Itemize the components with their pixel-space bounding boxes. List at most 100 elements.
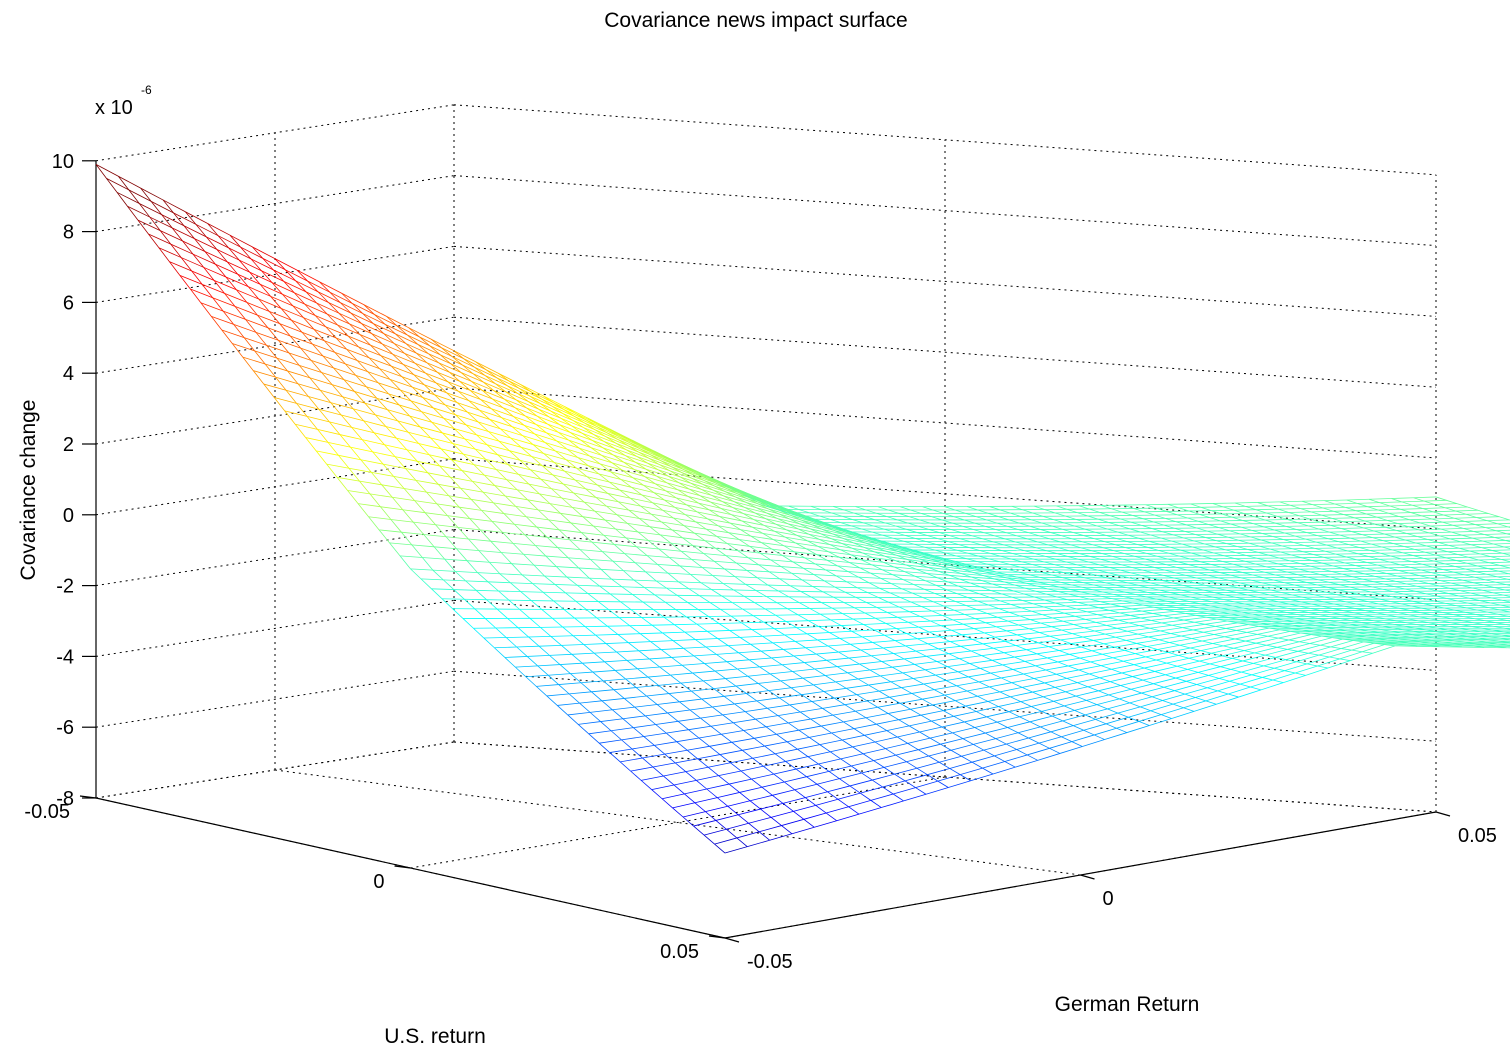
mesh-segment (502, 407, 526, 417)
mesh-segment (825, 812, 837, 822)
mesh-segment (474, 608, 486, 619)
mesh-segment (1475, 523, 1498, 525)
mesh-segment (569, 539, 581, 550)
mesh-segment (917, 563, 929, 568)
mesh-segment (952, 732, 964, 739)
mesh-segment (954, 609, 977, 611)
mesh-segment (776, 508, 788, 513)
mesh-segment (399, 555, 411, 570)
mesh-segment (1368, 498, 1392, 500)
mesh-segment (591, 541, 615, 545)
mesh-segment (588, 465, 599, 475)
mesh-segment (396, 325, 420, 338)
mesh-segment (1058, 547, 1070, 552)
mesh-segment (654, 594, 666, 603)
mesh-segment (638, 649, 662, 652)
mesh-segment (708, 616, 720, 624)
mesh-segment (790, 514, 814, 523)
mesh-segment (757, 577, 780, 580)
mesh-segment (284, 269, 308, 282)
mesh-segment (678, 482, 702, 490)
mesh-segment (346, 349, 358, 361)
mesh-segment (1074, 525, 1086, 530)
mesh-segment (1191, 638, 1203, 642)
mesh-segment (951, 628, 974, 631)
mesh-segment (892, 574, 904, 580)
mesh-segment (1120, 606, 1132, 610)
mesh-segment (600, 568, 624, 572)
mesh-segment (664, 499, 676, 508)
mesh-segment (680, 682, 692, 692)
mesh-segment (950, 749, 962, 757)
mesh-segment (1156, 555, 1168, 560)
mesh-segment (1071, 538, 1083, 543)
mesh-segment (625, 455, 648, 464)
mesh-segment (521, 446, 544, 454)
mesh-segment (1391, 497, 1414, 499)
mesh-segment (711, 589, 723, 597)
mesh-segment (1013, 590, 1025, 595)
mesh-segment (1101, 553, 1113, 557)
mesh-segment (204, 251, 228, 263)
mesh-segment (346, 348, 370, 359)
mesh-segment (663, 616, 675, 625)
mesh-segment (1181, 635, 1192, 639)
mesh-segment (525, 415, 537, 425)
mesh-segment (338, 312, 362, 324)
mesh-segment (623, 461, 647, 470)
mesh-segment (882, 647, 894, 654)
mesh-segment (816, 554, 828, 561)
mesh-segment (179, 274, 203, 285)
mesh-segment (877, 543, 900, 550)
mesh-segment (462, 364, 485, 376)
mesh-segment (423, 534, 435, 548)
mesh-segment (973, 744, 985, 751)
mesh-segment (465, 580, 489, 583)
mesh-segment (1089, 673, 1100, 679)
mesh-segment (837, 565, 849, 572)
mesh-segment (997, 615, 1020, 618)
mesh-segment (1024, 550, 1036, 554)
mesh-segment (894, 773, 906, 782)
mesh-segment (1173, 577, 1185, 581)
mesh-segment (337, 324, 349, 337)
mesh-segment (1036, 653, 1048, 659)
mesh-segment (304, 303, 316, 316)
mesh-segment (677, 489, 689, 497)
mesh-segment (962, 568, 985, 573)
mesh-segment (644, 587, 656, 596)
mesh-segment (831, 538, 854, 544)
mesh-segment (583, 643, 607, 645)
mesh-segment (350, 312, 374, 324)
mesh-segment (614, 670, 626, 680)
mesh-segment (682, 663, 705, 666)
mesh-segment (347, 335, 371, 346)
mesh-segment (523, 553, 535, 566)
mesh-segment (95, 163, 119, 177)
mesh-segment (733, 501, 757, 509)
mesh-segment (550, 636, 562, 646)
mesh-segment (898, 551, 921, 557)
mesh-segment (1048, 544, 1059, 549)
mesh-segment (334, 351, 358, 361)
mesh-segment (1033, 678, 1045, 684)
mesh-segment (719, 622, 742, 624)
mesh-segment (825, 569, 837, 577)
mesh-segment (868, 582, 880, 589)
mesh-segment (1221, 655, 1233, 659)
mesh-segment (368, 357, 392, 367)
mesh-segment (279, 323, 303, 333)
mesh-segment (182, 240, 206, 252)
mesh-segment (461, 470, 473, 482)
mesh-segment (1266, 644, 1278, 648)
mesh-segment (829, 632, 841, 639)
mesh-segment (736, 562, 748, 571)
mesh-segment (908, 620, 931, 623)
mesh-segment (1278, 508, 1301, 510)
mesh-segment (800, 519, 812, 526)
mesh-segment (572, 507, 584, 517)
mesh-segment (514, 407, 538, 417)
mesh-segment (456, 548, 468, 561)
mesh-segment (650, 454, 673, 465)
mesh-segment (884, 555, 908, 560)
